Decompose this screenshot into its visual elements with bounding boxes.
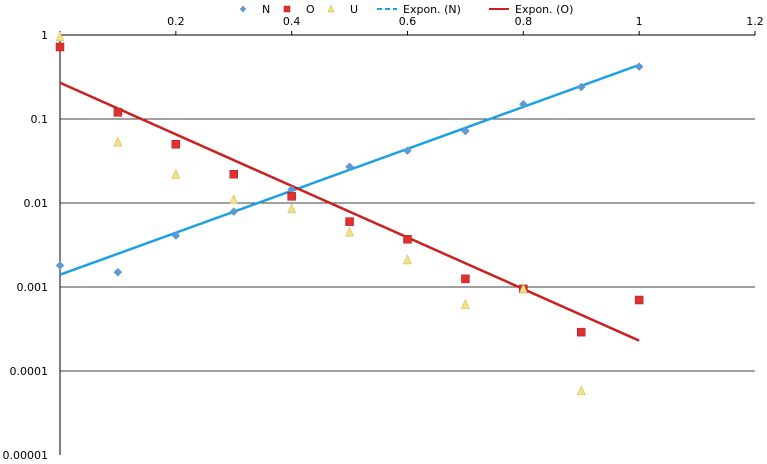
trendline-expon-o xyxy=(59,81,640,342)
point-u xyxy=(518,283,528,294)
point-n xyxy=(345,162,354,172)
gridlines xyxy=(60,34,755,372)
point-n xyxy=(518,99,528,109)
point-o xyxy=(345,217,354,226)
point-o xyxy=(229,169,238,179)
point-u xyxy=(461,298,470,309)
point-n xyxy=(461,126,470,136)
x-tick-label: 1 xyxy=(636,15,643,28)
point-o xyxy=(171,140,181,149)
point-n xyxy=(171,231,181,240)
legend-label-n: N xyxy=(262,3,270,16)
x-tick-label: 0.2 xyxy=(167,15,185,28)
point-n xyxy=(576,82,586,92)
series-u xyxy=(55,31,586,396)
legend-marker-n xyxy=(239,5,247,13)
legend-label-o: O xyxy=(306,3,315,16)
point-u xyxy=(345,226,354,237)
point-u xyxy=(576,385,586,396)
point-n xyxy=(55,261,65,270)
point-u xyxy=(171,168,181,179)
y-tick-label: 0.01 xyxy=(24,197,49,210)
y-tick-label: 0.0001 xyxy=(10,365,49,378)
series-n xyxy=(55,62,644,277)
point-n xyxy=(634,62,644,72)
axes: 1 0.1 0.01 0.001 0.0001 0.00001 0.2 0.4 0.6 0.8 1 1… xyxy=(3,15,764,462)
point-n xyxy=(113,267,123,277)
point-o xyxy=(634,295,644,305)
point-o xyxy=(461,274,470,284)
legend-marker-u xyxy=(327,4,335,13)
point-u xyxy=(113,136,123,147)
point-o xyxy=(577,327,586,337)
point-u xyxy=(55,31,65,42)
x-tick-label: 0.6 xyxy=(399,15,417,28)
point-n xyxy=(403,146,412,156)
x-tick-label: 1.2 xyxy=(746,15,764,28)
legend: N O U Expon. (N) Expon. (O) xyxy=(239,3,573,16)
series-o xyxy=(55,42,644,337)
point-o xyxy=(403,235,412,244)
data-points xyxy=(55,31,644,396)
point-o xyxy=(113,108,123,117)
point-o xyxy=(287,192,296,201)
x-tick-label: 0.8 xyxy=(515,15,533,28)
x-tick-label: 0.4 xyxy=(283,15,301,28)
legend-label-trendline: Expon. (N) xyxy=(403,3,461,16)
y-tick-label: 0.1 xyxy=(31,113,49,126)
point-u xyxy=(287,203,297,214)
legend-marker-o xyxy=(283,5,291,13)
point-u xyxy=(229,193,239,204)
point-o xyxy=(55,42,65,52)
legend-label-u: U xyxy=(350,3,358,16)
y-tick-label: 0.00001 xyxy=(3,449,49,462)
y-tick-label: 0.001 xyxy=(17,281,49,294)
point-n xyxy=(229,207,239,216)
point-u xyxy=(403,254,412,265)
y-tick-label: 1 xyxy=(41,29,48,42)
legend-label-trendline: Expon. (O) xyxy=(515,3,573,16)
